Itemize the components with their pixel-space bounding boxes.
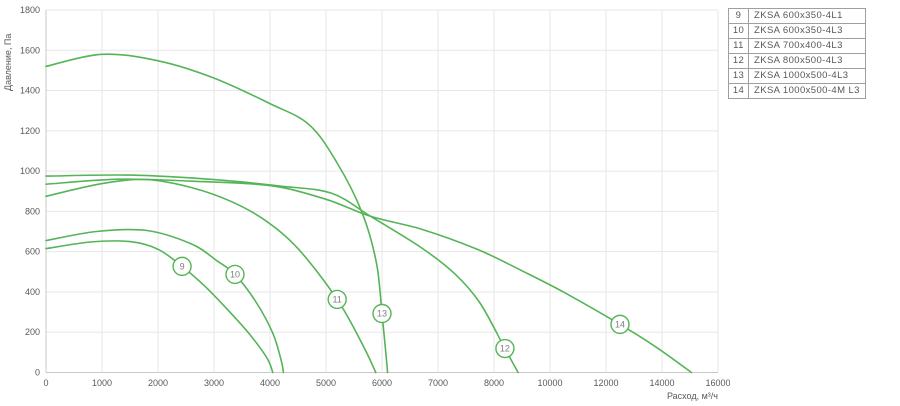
curve-label-text-9: 9 — [180, 262, 185, 272]
curve-11 — [45, 178, 377, 374]
x-tick-label: 0 — [43, 378, 48, 388]
curve-label-text-11: 11 — [333, 295, 342, 305]
chart-canvas: 0 200 400 600 800 1000 1200 1400 1600 1800 0 1000 20… — [3, 5, 731, 401]
legend-row: 9 ZKSA 600x350-4L1 — [728, 8, 866, 24]
legend-series-label: ZKSA 600x350-4L1 — [748, 8, 866, 24]
y-axis-title: Давление, Па — [3, 34, 13, 91]
curve-12 — [45, 174, 519, 374]
x-tick-label: 12000 — [593, 378, 618, 388]
x-tick-label: 10000 — [537, 378, 562, 388]
y-tick-label: 800 — [25, 206, 40, 216]
x-tick-label: 2000 — [148, 378, 168, 388]
curve-label-text-14: 14 — [615, 320, 625, 330]
x-tick-label: 16000 — [705, 378, 730, 388]
legend-series-number: 10 — [728, 23, 749, 39]
x-tick-label: 7000 — [428, 378, 448, 388]
curve-label-circle-12 — [495, 338, 515, 359]
y-tick-label: 200 — [25, 327, 40, 337]
x-tick-label: 14000 — [649, 378, 674, 388]
y-tick-label: 600 — [25, 247, 40, 257]
legend-series-label: ZKSA 700x400-4L3 — [748, 38, 866, 54]
legend-series-number: 11 — [728, 38, 749, 54]
x-axis-title: Расход, м³/ч — [667, 391, 718, 401]
y-tick-label: 400 — [25, 287, 40, 297]
legend-series-number: 14 — [728, 83, 749, 99]
legend-row: 11 ZKSA 700x400-4L3 — [728, 38, 866, 54]
x-tick-label: 6000 — [372, 378, 392, 388]
plot-area: 0 200 400 600 800 1000 1200 1400 1600 1800 0 1000 20… — [20, 5, 731, 388]
legend-row: 12 ZKSA 800x500-4L3 — [728, 53, 866, 69]
legend-series-label: ZKSA 1000x500-4M L3 — [748, 83, 866, 99]
legend-series-number: 12 — [728, 53, 749, 69]
curve-9 — [45, 240, 274, 374]
legend-row: 13 ZKSA 1000x500-4L3 — [728, 68, 866, 84]
curve-label-text-12: 12 — [500, 344, 510, 354]
legend-series-label: ZKSA 800x500-4L3 — [748, 53, 866, 69]
curve-label-circle-11 — [327, 289, 347, 310]
legend-series-label: ZKSA 600x350-4L3 — [748, 23, 866, 39]
x-tick-label: 8000 — [484, 378, 504, 388]
curve-label-text-13: 13 — [377, 309, 387, 319]
y-tick-label: 1600 — [20, 45, 40, 55]
y-tick-label: 1800 — [20, 5, 40, 15]
x-tick-label: 1000 — [92, 378, 112, 388]
legend-series-number: 9 — [728, 8, 749, 24]
legend-table: 9 ZKSA 600x350-4L1 10 ZKSA 600x350-4L3 1… — [728, 8, 866, 99]
y-tick-label: 0 — [35, 368, 40, 378]
curve-label-circle-14 — [610, 314, 630, 335]
curve-10 — [45, 228, 285, 374]
curve-13 — [45, 53, 389, 374]
legend-row: 14 ZKSA 1000x500-4M L3 — [728, 83, 866, 99]
curve-label-text-10: 10 — [230, 270, 240, 280]
legend-row: 10 ZKSA 600x350-4L3 — [728, 23, 866, 39]
legend-series-label: ZKSA 1000x500-4L3 — [748, 68, 866, 84]
x-tick-label: 4000 — [260, 378, 280, 388]
y-tick-label: 1200 — [20, 126, 40, 136]
curve-label-circle-10 — [225, 264, 245, 285]
curve-label-circle-9 — [172, 256, 192, 277]
y-tick-label: 1000 — [20, 166, 40, 176]
x-tick-label: 3000 — [204, 378, 224, 388]
curve-14 — [45, 178, 693, 374]
x-tick-label: 5000 — [316, 378, 336, 388]
y-tick-label: 1400 — [20, 86, 40, 96]
legend-series-number: 13 — [728, 68, 749, 84]
curve-label-circle-13 — [372, 303, 392, 324]
